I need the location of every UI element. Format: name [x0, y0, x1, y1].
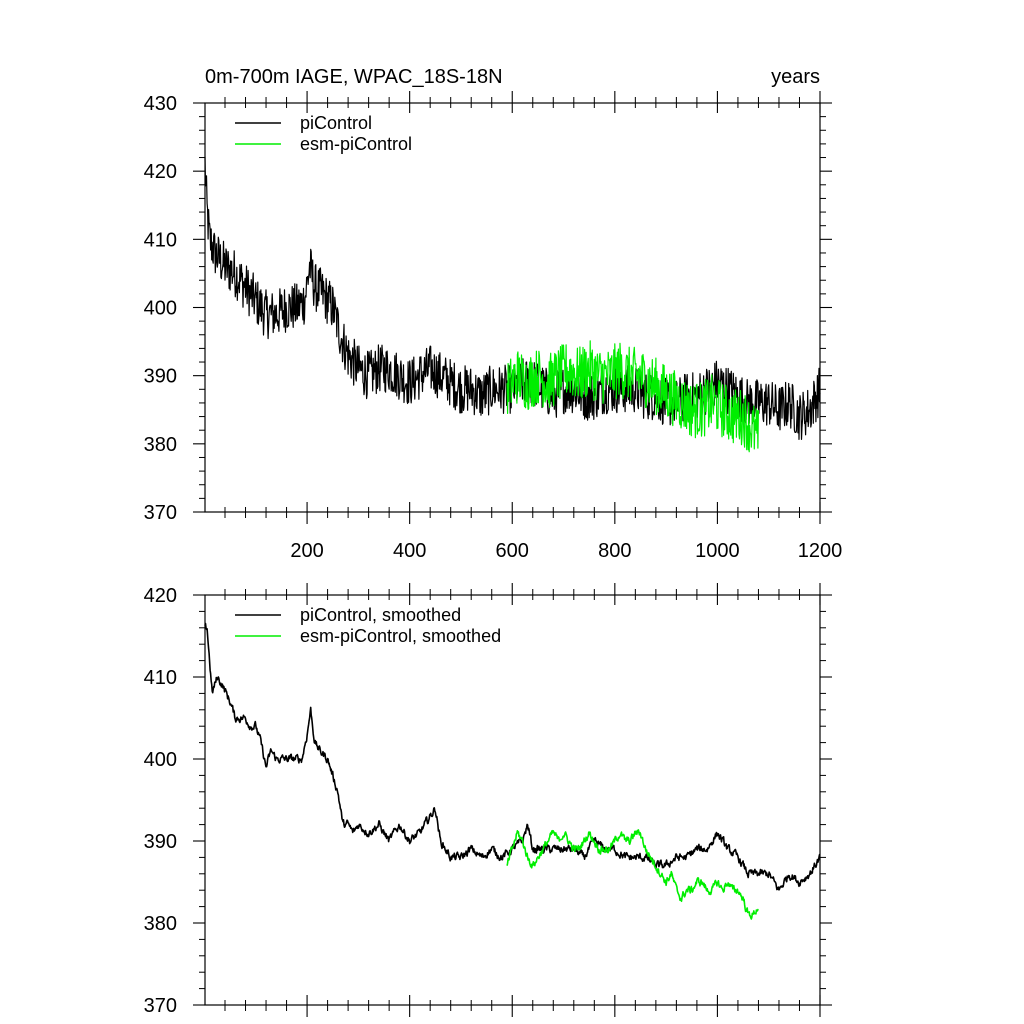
series-line-picontrol [204, 156, 821, 440]
x-tick-label: 1000 [695, 540, 740, 562]
y-tick-label: 370 [144, 502, 177, 524]
panel-top: 370 380 390 400 410 420 430 200 400 600 800 1000 120… [144, 91, 843, 562]
y-tick-label: 390 [144, 366, 177, 388]
y-tick-label: 420 [144, 585, 177, 607]
x-tick-label: 800 [598, 540, 631, 562]
panel-bottom: 370 380 390 400 410 420 piControl, smoothedes… [144, 583, 832, 1017]
plot-frame [204, 594, 821, 1006]
series-layer [204, 622, 821, 920]
y-tick-label: 390 [144, 831, 177, 853]
y-tick-label: 380 [144, 434, 177, 456]
y-tick-label: 410 [144, 229, 177, 251]
series-line-esm-picontrol [506, 340, 759, 453]
x-tick-label: 1200 [798, 540, 843, 562]
legend-label: esm-piControl [300, 134, 412, 154]
y-tick-label: 370 [144, 995, 177, 1017]
legend-label: piControl, smoothed [300, 605, 461, 625]
y-tick-label: 400 [144, 298, 177, 320]
x-tick-label: 600 [496, 540, 529, 562]
x-tick-label: 400 [393, 540, 426, 562]
series-layer [204, 156, 821, 453]
units-label: years [771, 66, 820, 88]
y-tick-label: 380 [144, 913, 177, 935]
axis-ticks: 370 380 390 400 410 420 430 200 400 600 800 1000 120… [144, 91, 843, 562]
y-tick-label: 430 [144, 93, 177, 115]
y-tick-label: 400 [144, 749, 177, 771]
legend-label: piControl [300, 113, 372, 133]
y-tick-label: 420 [144, 161, 177, 183]
series-line-esm-picontrol-smoothed [506, 829, 759, 920]
y-tick-label: 410 [144, 667, 177, 689]
axis-ticks: 370 380 390 400 410 420 [144, 583, 832, 1017]
legend-label: esm-piControl, smoothed [300, 626, 501, 646]
plot-frame [204, 102, 821, 513]
series-line-picontrol-smoothed [204, 622, 821, 891]
x-tick-label: 200 [290, 540, 323, 562]
chart-title: 0m-700m IAGE, WPAC_18S-18N [205, 66, 503, 88]
